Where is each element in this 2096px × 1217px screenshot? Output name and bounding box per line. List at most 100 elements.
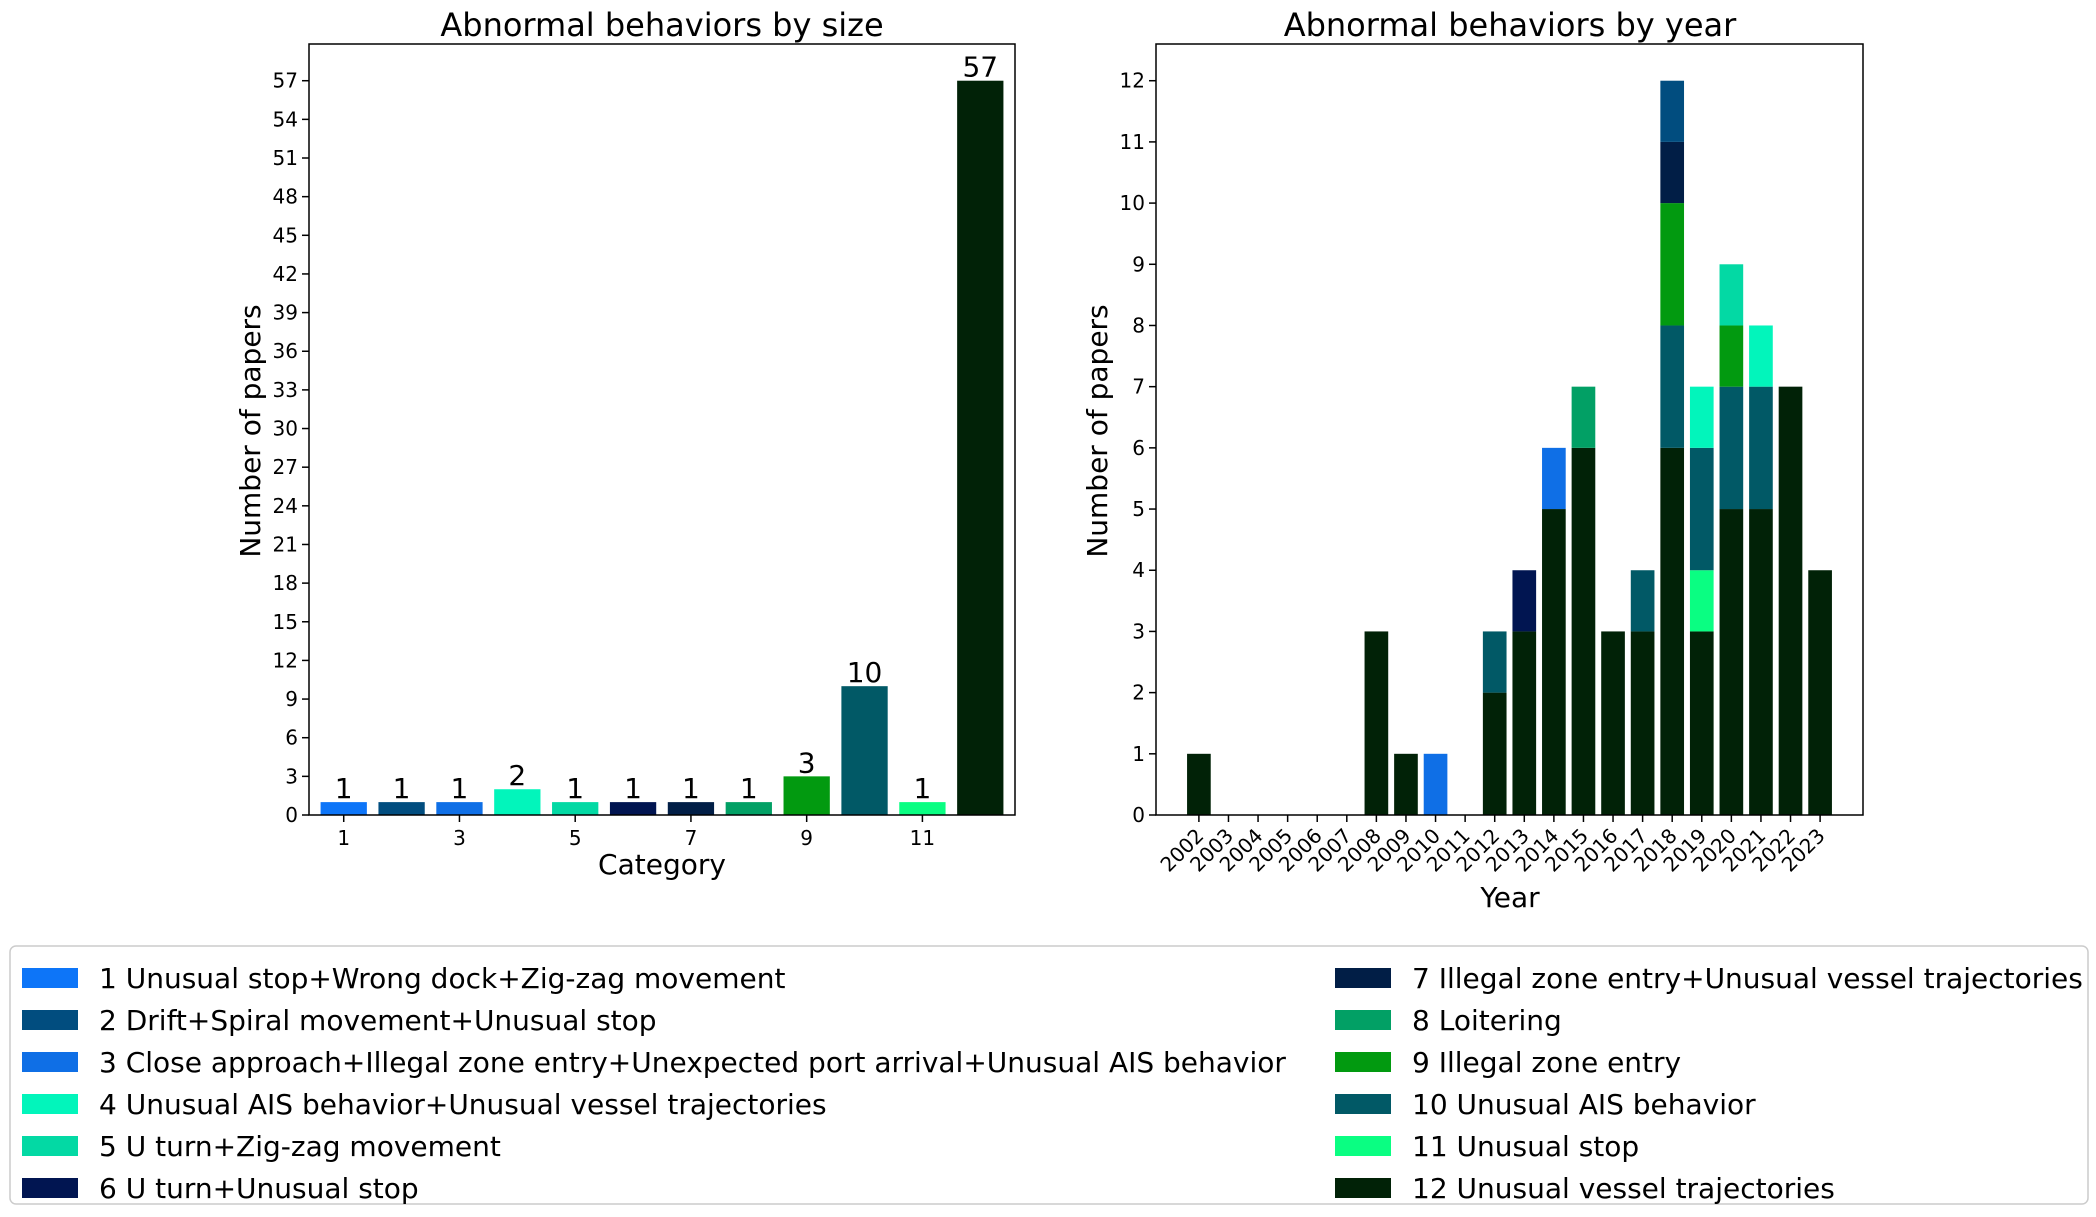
x-tick-label: 7	[685, 826, 698, 850]
bar-category-10	[841, 686, 888, 815]
stack-segment-2021-s4	[1749, 325, 1773, 387]
chart1-x-ticks: 1 3 5 7 9 11	[337, 815, 935, 850]
bar-category-8	[725, 802, 772, 815]
legend-label-6: 6 U turn+Unusual stop	[99, 1172, 419, 1205]
bar-label-category-11: 1	[913, 772, 931, 805]
y-tick-label: 18	[273, 571, 298, 595]
bar-label-category-10: 10	[847, 656, 883, 689]
legend-frame	[9, 945, 2089, 1205]
y-tick-label: 8	[1132, 313, 1145, 337]
legend: 1 Unusual stop+Wrong dock+Zig-zag moveme…	[9, 945, 2089, 1205]
legend-swatch-11	[1335, 1136, 1391, 1156]
y-tick-label: 57	[273, 69, 298, 93]
stack-segment-2014-s12	[1542, 509, 1566, 815]
y-tick-label: 1	[1132, 742, 1145, 766]
chart2-ylabel: Number of papers	[1081, 304, 1114, 557]
legend-label-8: 8 Loitering	[1412, 1004, 1562, 1037]
stack-segment-2021-s12	[1749, 509, 1773, 815]
legend-swatch-1	[22, 968, 78, 988]
legend-swatch-4	[22, 1094, 78, 1114]
y-tick-label: 21	[273, 532, 298, 556]
stack-segment-2018-s9	[1660, 203, 1685, 326]
y-tick-label: 3	[285, 764, 298, 788]
y-tick-label: 51	[273, 146, 298, 170]
bar-label-category-5: 1	[566, 772, 584, 805]
chart1-xlabel: Category	[598, 848, 726, 881]
stack-segment-2015-s12	[1571, 447, 1596, 815]
y-tick-label: 39	[273, 301, 298, 325]
legend-swatch-10	[1335, 1094, 1391, 1114]
chart1-data-labels: 1 1 1 2 1 1 1 1 3 10 1 57	[335, 51, 998, 805]
stack-segment-2023-s12	[1808, 570, 1832, 815]
stack-segment-2012-s12	[1482, 692, 1507, 815]
bar-label-category-2: 1	[393, 772, 411, 805]
stack-segment-2016-s12	[1601, 631, 1625, 815]
legend-swatch-12	[1335, 1178, 1391, 1198]
stack-segment-2019-s10	[1689, 447, 1714, 571]
stack-segment-2020-s10	[1719, 386, 1744, 510]
legend-label-11: 11 Unusual stop	[1412, 1130, 1639, 1163]
y-tick-label: 12	[273, 648, 298, 672]
bar-category-11	[899, 802, 946, 815]
y-tick-label: 9	[285, 687, 298, 711]
stack-segment-2020-s9	[1719, 325, 1744, 387]
bar-category-1	[320, 802, 367, 815]
stack-segment-2018-s7	[1660, 141, 1685, 204]
y-tick-label: 15	[273, 610, 298, 634]
stack-segment-2018-s10	[1660, 325, 1685, 448]
bar-category-6	[609, 802, 657, 815]
stack-segment-2015-s8	[1571, 386, 1596, 448]
chart2-xlabel: Year	[1479, 881, 1540, 914]
chart1-title: Abnormal behaviors by size	[440, 6, 883, 44]
legend-swatch-7	[1335, 968, 1391, 988]
stack-segment-2020-s5	[1719, 264, 1744, 326]
bar-category-9	[783, 776, 830, 815]
bar-label-category-9: 3	[798, 746, 816, 779]
bar-label-category-4: 2	[508, 759, 526, 792]
legend-label-9: 9 Illegal zone entry	[1412, 1046, 1681, 1079]
y-tick-label: 9	[1132, 252, 1145, 276]
x-tick-label: 3	[453, 826, 466, 850]
y-tick-label: 3	[1132, 619, 1145, 643]
bar-category-12	[957, 80, 1004, 815]
stack-segment-2022-s12	[1778, 386, 1803, 815]
stack-segment-2017-s10	[1630, 570, 1655, 632]
chart2-title: Abnormal behaviors by year	[1284, 6, 1737, 44]
y-tick-label: 33	[273, 378, 298, 402]
legend-swatch-6	[22, 1178, 78, 1198]
stack-segment-2013-s12	[1512, 631, 1537, 815]
y-tick-label: 0	[285, 803, 298, 827]
x-tick-label: 11	[910, 826, 935, 850]
y-tick-label: 36	[273, 339, 298, 363]
x-tick-label: 1	[337, 826, 350, 850]
legend-swatch-5	[22, 1136, 78, 1156]
chart1-plot-frame	[308, 43, 1016, 816]
legend-label-3: 3 Close approach+Illegal zone entry+Unex…	[99, 1046, 1286, 1079]
chart2-bars	[1187, 80, 1832, 815]
bar-category-2	[378, 802, 425, 815]
stack-segment-2008-s12	[1364, 631, 1389, 815]
bar-label-category-8: 1	[740, 772, 758, 805]
chart1-ylabel: Number of papers	[234, 304, 267, 557]
chart2-x-ticks: 2002200320042005200620072008200920102011…	[1155, 815, 1830, 877]
y-tick-label: 12	[1120, 69, 1145, 93]
chart-by-year: Abnormal behaviors by year Number of pap…	[1081, 6, 1864, 914]
y-tick-label: 42	[273, 262, 298, 286]
stack-segment-2014-s3	[1542, 447, 1566, 510]
bar-label-category-12: 57	[962, 51, 998, 84]
chart-by-size: Abnormal behaviors by size Number of pap…	[234, 6, 1016, 881]
legend-label-7: 7 Illegal zone entry+Unusual vessel traj…	[1412, 962, 2083, 995]
bar-label-category-3: 1	[451, 772, 469, 805]
legend-swatch-2	[22, 1010, 78, 1030]
y-tick-label: 45	[273, 223, 298, 247]
bar-category-3	[436, 802, 483, 815]
stack-segment-2009-s12	[1394, 753, 1418, 815]
stack-segment-2019-s12	[1689, 631, 1714, 815]
y-tick-label: 2	[1132, 681, 1145, 705]
y-tick-label: 48	[273, 185, 298, 209]
y-tick-label: 6	[1132, 436, 1145, 460]
stack-segment-2018-s2	[1660, 80, 1685, 142]
stack-segment-2017-s12	[1630, 631, 1655, 815]
